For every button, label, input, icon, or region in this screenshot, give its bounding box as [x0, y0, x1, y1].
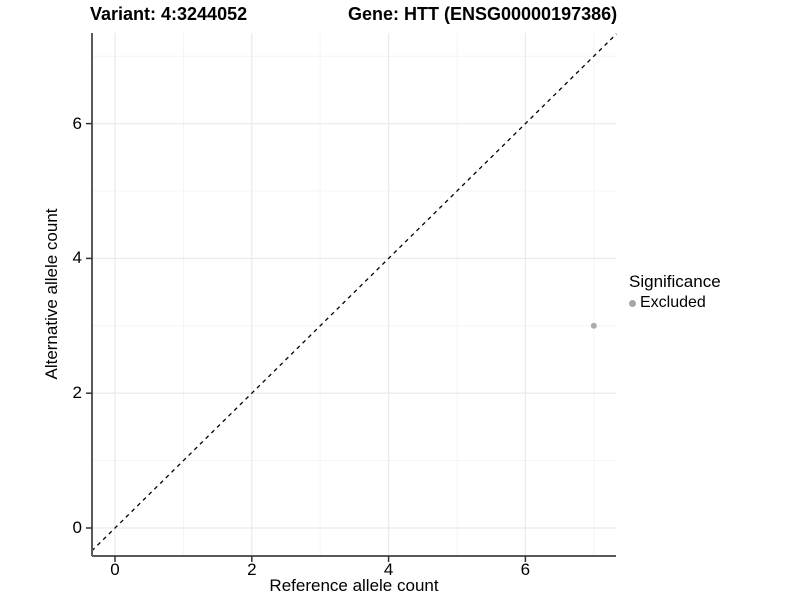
x-tick-label: 6 [520, 560, 531, 579]
legend-item-label: Excluded [640, 294, 706, 311]
x-tick-label: 4 [383, 560, 394, 579]
legend-title: Significance [629, 272, 721, 291]
excluded-point-icon [629, 299, 636, 307]
legend-item-excluded: Excluded [629, 294, 721, 312]
identity-line [91, 33, 617, 552]
legend: Significance Excluded [629, 272, 721, 312]
x-axis-title: Reference allele count [269, 576, 439, 595]
y-tick-label: 6 [72, 113, 82, 133]
y-tick-label: 2 [72, 383, 82, 403]
data-point [590, 322, 597, 329]
x-tick-label: 0 [110, 560, 120, 579]
plot-title-variant: Variant: 4:3244052 [90, 4, 248, 24]
y-tick-label: 0 [72, 518, 82, 537]
y-tick-label: 4 [72, 248, 82, 268]
x-tick-label: 2 [247, 560, 257, 579]
y-axis-title: Alternative allele count [42, 208, 61, 380]
plot-title-gene: Gene: HTT (ENSG00000197386) [348, 4, 618, 24]
